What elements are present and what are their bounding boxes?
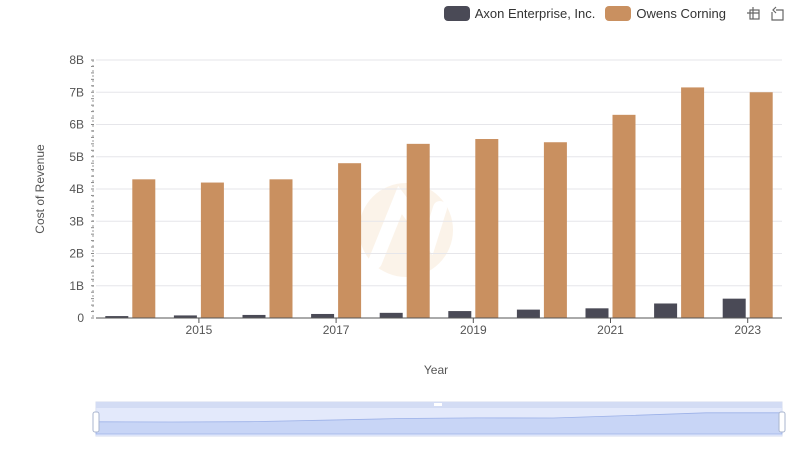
bar-axon-2015[interactable]: [173, 315, 197, 318]
bar-owens-corning-2016[interactable]: [269, 179, 293, 318]
legend: Axon Enterprise, Inc. Owens Corning: [443, 4, 786, 22]
x-tick-label: 2021: [597, 323, 624, 337]
y-tick-label: 1B: [69, 279, 84, 293]
bar-axon-2022[interactable]: [654, 303, 678, 318]
zoom-top-grip[interactable]: [434, 403, 442, 406]
bar-axon-2019[interactable]: [448, 311, 472, 318]
bar-owens-corning-2022[interactable]: [681, 87, 705, 318]
legend-label-owens-corning: Owens Corning: [636, 5, 726, 21]
data-zoom-slider[interactable]: [92, 401, 786, 437]
watermark-logo: [359, 183, 453, 277]
bar-owens-corning-2023[interactable]: [749, 92, 773, 318]
legend-swatch-owens-corning: [605, 5, 632, 21]
y-axis-title: Cost of Revenue: [33, 144, 47, 234]
y-tick-label: 2B: [69, 247, 84, 261]
bar-axon-2018[interactable]: [379, 312, 403, 318]
y-tick-label: 0: [77, 311, 84, 325]
bar-axon-2017[interactable]: [311, 313, 335, 318]
legend-item-owens-corning[interactable]: Owens Corning: [605, 5, 726, 21]
x-tick-label: 2017: [323, 323, 350, 337]
y-tick-label: 5B: [69, 150, 84, 164]
zoom-handle-left[interactable]: [92, 411, 100, 433]
legend-label-axon: Axon Enterprise, Inc.: [474, 5, 596, 21]
bar-axon-2021[interactable]: [585, 308, 609, 318]
bar-owens-corning-2014[interactable]: [132, 179, 156, 318]
x-tick-label: 2023: [734, 323, 761, 337]
bar-axon-2014[interactable]: [105, 316, 129, 318]
bar-owens-corning-2017[interactable]: [338, 163, 362, 318]
axes-group: 0 1B 2B 3B 4B 5B 6B 7B 8B 2015 2017 2019 2021 2023: [69, 53, 782, 337]
y-tick-label: 3B: [69, 214, 84, 228]
x-tick-label: 2019: [460, 323, 487, 337]
grid-lines: [96, 59, 782, 319]
zoom-handle-right[interactable]: [778, 411, 786, 433]
bar-owens-corning-2015[interactable]: [200, 182, 224, 318]
bars-group: [105, 87, 773, 318]
bar-axon-2020[interactable]: [516, 309, 540, 318]
zoom-icon[interactable]: [744, 4, 762, 22]
y-tick-label: 8B: [69, 53, 84, 67]
toolbox: [738, 4, 786, 22]
bar-owens-corning-2018[interactable]: [406, 143, 430, 318]
bar-owens-corning-2021[interactable]: [612, 114, 636, 318]
y-tick-label: 6B: [69, 118, 84, 132]
x-axis-title: Year: [424, 363, 448, 377]
bar-axon-2016[interactable]: [242, 314, 266, 318]
x-tick-label: 2015: [186, 323, 213, 337]
legend-item-axon[interactable]: Axon Enterprise, Inc.: [443, 5, 596, 21]
legend-swatch-axon: [443, 5, 470, 21]
bar-owens-corning-2019[interactable]: [475, 139, 499, 318]
y-tick-label: 7B: [69, 85, 84, 99]
restore-icon[interactable]: [768, 4, 786, 22]
bar-owens-corning-2020[interactable]: [543, 142, 567, 318]
y-tick-label: 4B: [69, 182, 84, 196]
bar-axon-2023[interactable]: [722, 298, 746, 318]
